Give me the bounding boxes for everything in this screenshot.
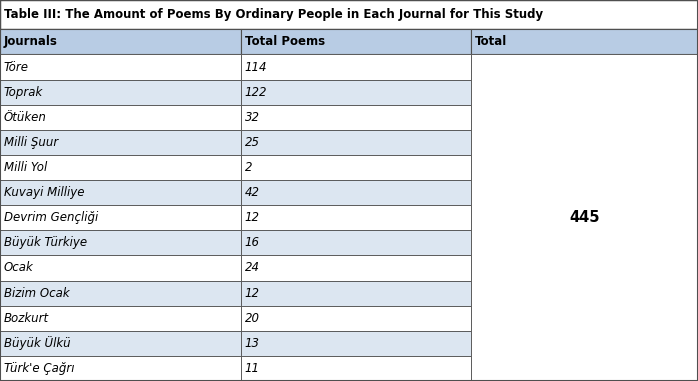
Bar xyxy=(471,29,698,54)
Text: Devrim Gençliği: Devrim Gençliği xyxy=(4,211,98,224)
Text: Bozkurt: Bozkurt xyxy=(4,312,49,325)
Text: Ötüken: Ötüken xyxy=(4,111,47,124)
Bar xyxy=(241,230,471,255)
Text: 32: 32 xyxy=(245,111,260,124)
Bar xyxy=(0,0,698,29)
Bar xyxy=(241,80,471,105)
Text: 12: 12 xyxy=(245,287,260,299)
Bar xyxy=(0,130,241,155)
Bar xyxy=(241,306,471,331)
Text: Töre: Töre xyxy=(4,61,29,74)
Text: 20: 20 xyxy=(245,312,260,325)
Text: Milli Yol: Milli Yol xyxy=(4,161,47,174)
Text: 122: 122 xyxy=(245,86,267,99)
Bar xyxy=(0,105,241,130)
Text: Total Poems: Total Poems xyxy=(245,35,325,48)
Bar xyxy=(0,280,241,306)
Bar xyxy=(241,255,471,280)
Text: 42: 42 xyxy=(245,186,260,199)
Text: Bizim Ocak: Bizim Ocak xyxy=(4,287,70,299)
Text: 11: 11 xyxy=(245,362,260,375)
Text: 12: 12 xyxy=(245,211,260,224)
Bar xyxy=(241,130,471,155)
Text: Ocak: Ocak xyxy=(4,261,34,274)
Text: Kuvayi Milliye: Kuvayi Milliye xyxy=(4,186,84,199)
Bar xyxy=(0,54,241,80)
Bar xyxy=(0,255,241,280)
Text: Toprak: Toprak xyxy=(4,86,43,99)
Bar xyxy=(241,205,471,230)
Bar xyxy=(241,105,471,130)
Bar xyxy=(241,180,471,205)
Bar xyxy=(241,29,471,54)
Text: 25: 25 xyxy=(245,136,260,149)
Bar xyxy=(241,155,471,180)
Bar xyxy=(0,29,241,54)
Text: 16: 16 xyxy=(245,236,260,249)
Bar xyxy=(0,80,241,105)
Text: 24: 24 xyxy=(245,261,260,274)
Text: 445: 445 xyxy=(570,210,600,225)
Bar xyxy=(241,280,471,306)
Text: Journals: Journals xyxy=(4,35,58,48)
Bar xyxy=(241,331,471,356)
Text: Table III: The Amount of Poems By Ordinary People in Each Journal for This Study: Table III: The Amount of Poems By Ordina… xyxy=(4,8,543,21)
Text: Büyük Ülkü: Büyük Ülkü xyxy=(4,336,70,350)
Bar xyxy=(0,306,241,331)
Text: Türk'e Çağrı: Türk'e Çağrı xyxy=(4,362,75,375)
Bar xyxy=(0,205,241,230)
Bar xyxy=(0,331,241,356)
Text: 2: 2 xyxy=(245,161,252,174)
Text: Milli Şuur: Milli Şuur xyxy=(4,136,58,149)
Bar xyxy=(0,180,241,205)
Bar xyxy=(241,356,471,381)
Bar xyxy=(241,54,471,80)
Bar xyxy=(0,356,241,381)
Bar xyxy=(471,54,698,381)
Text: 13: 13 xyxy=(245,337,260,350)
Text: Total: Total xyxy=(475,35,507,48)
Bar xyxy=(0,230,241,255)
Text: Büyük Türkiye: Büyük Türkiye xyxy=(4,236,87,249)
Bar xyxy=(0,155,241,180)
Text: 114: 114 xyxy=(245,61,267,74)
